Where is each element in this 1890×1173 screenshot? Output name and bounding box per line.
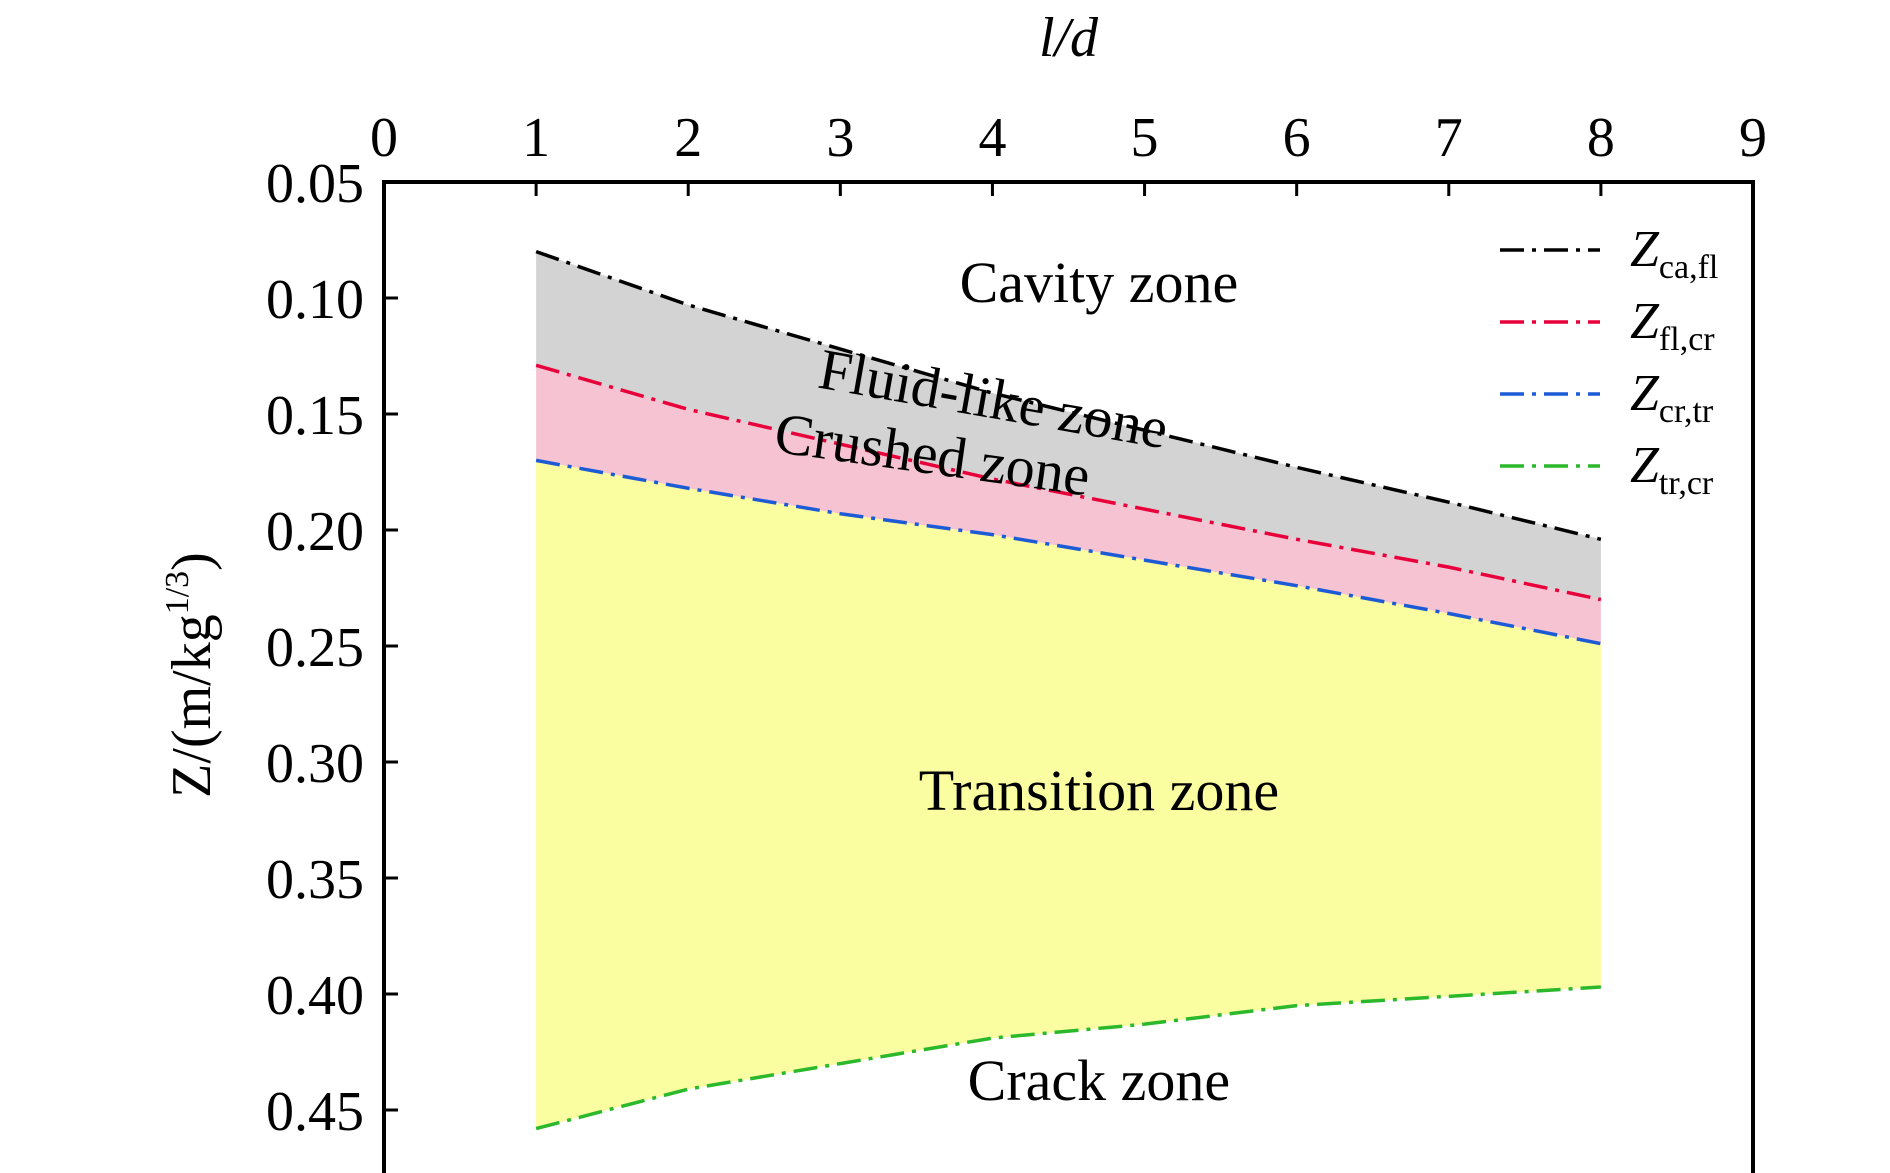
y-axis-title-sup: 1/3 [159, 571, 196, 614]
y-tick-label: 0.30 [266, 733, 364, 795]
zone-fill [536, 460, 1601, 1129]
plot-frame [382, 180, 1755, 1173]
series-line [535, 249, 1602, 541]
zone-label: Cavity zone [960, 250, 1239, 315]
y-tick-label: 0.10 [266, 269, 364, 331]
legend-label: Zca,fl [1630, 221, 1718, 286]
x-tick-label: 3 [826, 107, 854, 169]
y-tick-label: 0.05 [266, 153, 364, 215]
y-tick-label: 0.25 [266, 617, 364, 679]
y-axis-title-close: ) [161, 552, 223, 571]
zone-label: Transition zone [919, 758, 1279, 823]
y-tick-label: 0.20 [266, 501, 364, 563]
series-line [535, 458, 1602, 646]
x-tick-label: 2 [674, 107, 702, 169]
y-tick-label: 0.40 [266, 965, 364, 1027]
series-line [535, 363, 1602, 602]
y-axis-title-main: Z/(m/kg [161, 614, 223, 798]
legend-label: Zfl,cr [1630, 293, 1715, 358]
boundary-lines [535, 249, 1602, 1131]
y-axis-ticks: 0.05 0.10 0.15 0.20 0.25 0.30 0.35 0.40 0.45 [266, 153, 398, 1143]
legend-label: Zcr,tr [1630, 365, 1714, 430]
y-tick-label: 0.35 [266, 849, 364, 911]
x-axis-title: l/d [1039, 7, 1099, 69]
x-tick-label: 5 [1131, 107, 1159, 169]
x-tick-label: 0 [370, 107, 398, 169]
y-axis-title: Z/(m/kg1/3) [159, 552, 223, 798]
y-tick-label: 0.45 [266, 1081, 364, 1143]
legend-label: Ztr,cr [1630, 437, 1714, 502]
x-tick-label: 8 [1587, 107, 1615, 169]
x-tick-label: 7 [1435, 107, 1463, 169]
x-tick-label: 1 [522, 107, 550, 169]
zone-label: Crack zone [968, 1048, 1230, 1113]
x-tick-label: 4 [978, 107, 1006, 169]
zone-fill [536, 365, 1601, 644]
x-axis-ticks: 0 1 2 3 4 5 6 7 8 9 [370, 107, 1767, 196]
series-line [535, 985, 1601, 1131]
legend: Zca,fl Zfl,cr Zcr,tr Ztr,cr [1500, 221, 1718, 502]
x-tick-label: 9 [1739, 107, 1767, 169]
y-tick-label: 0.15 [266, 385, 364, 447]
x-tick-label: 6 [1283, 107, 1311, 169]
